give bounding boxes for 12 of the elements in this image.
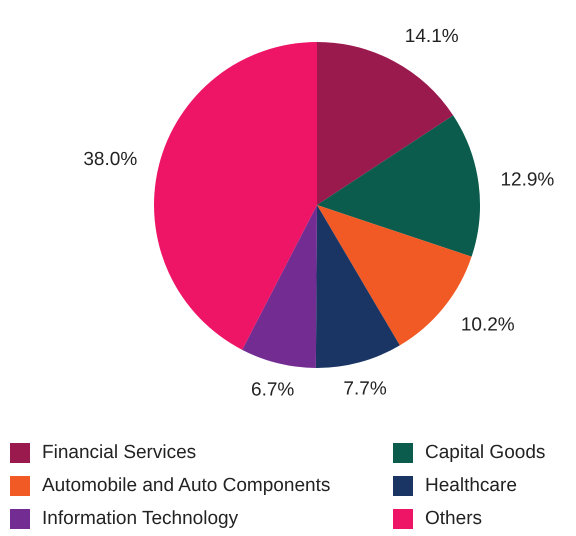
legend-label: Healthcare [425, 475, 517, 497]
data-label: 14.1% [404, 26, 459, 48]
data-label: 38.0% [83, 149, 138, 170]
legend-label: Automobile and Auto Components [42, 475, 330, 497]
legend-label: Capital Goods [425, 442, 546, 464]
data-label: 7.7% [343, 378, 387, 400]
legend-label: Information Technology [42, 508, 238, 530]
data-label: 10.2% [460, 314, 515, 336]
legend-label: Others [425, 508, 482, 530]
data-label: 12.9% [500, 170, 554, 191]
legend-label: Financial Services [42, 442, 196, 464]
data-label: 6.7% [251, 380, 294, 401]
